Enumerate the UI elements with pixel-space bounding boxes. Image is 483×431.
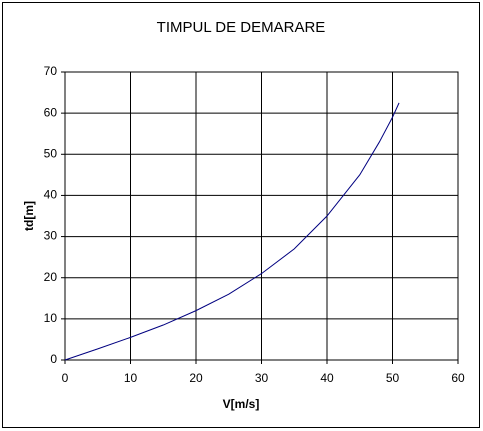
y-tick-label: 10 [44, 311, 58, 325]
x-tick-label: 0 [62, 371, 69, 385]
data-line [64, 102, 400, 361]
chart-title: TIMPUL DE DEMARARE [157, 19, 326, 36]
y-axis-label: td[m] [22, 201, 36, 231]
x-tick-label: 50 [386, 371, 400, 385]
y-tick-label: 30 [44, 229, 58, 243]
x-tick-label: 10 [124, 371, 138, 385]
y-tick-label: 60 [44, 105, 58, 119]
y-tick-label: 0 [50, 352, 57, 366]
y-tick-label: 20 [44, 270, 58, 284]
y-tick-label: 70 [44, 64, 58, 78]
x-tick-label: 20 [189, 371, 203, 385]
x-tick-label: 60 [451, 371, 465, 385]
chart-border [2, 2, 480, 428]
y-tick-label: 40 [44, 188, 58, 202]
y-tick-label: 50 [44, 146, 58, 160]
plot-border [64, 71, 459, 361]
x-tick-label: 30 [255, 371, 269, 385]
x-tick-label: 40 [320, 371, 334, 385]
x-axis-label: V[m/s] [223, 397, 260, 411]
